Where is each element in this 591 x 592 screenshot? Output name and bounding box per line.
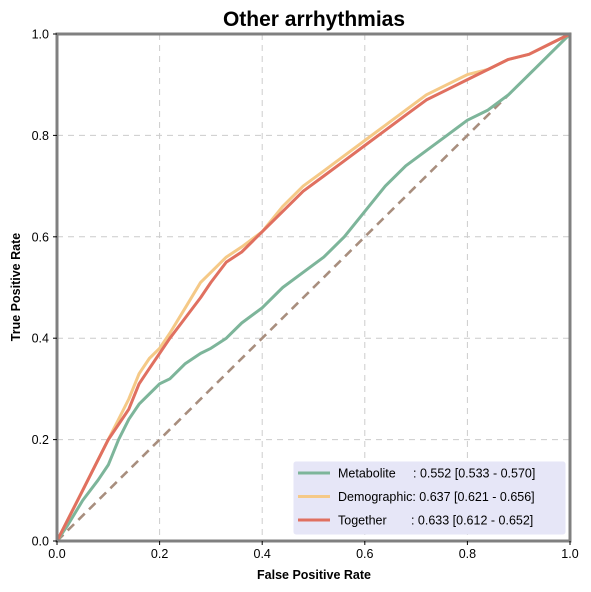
x-tick-label: 0.6 bbox=[356, 547, 373, 561]
y-tick-label: 0.4 bbox=[32, 332, 49, 346]
x-tick-label: 0.4 bbox=[254, 547, 271, 561]
series-line-demographic bbox=[55, 32, 572, 543]
x-tick-label: 0.0 bbox=[48, 547, 65, 561]
series-layer bbox=[55, 32, 572, 543]
y-tick-label: 0.8 bbox=[32, 129, 49, 143]
legend-entries: Metabolite : 0.552 [0.533 - 0.570] Demogr… bbox=[298, 467, 535, 528]
y-tick-label: 0.0 bbox=[32, 535, 49, 549]
legend-label-together: Together : 0.633 [0.612 - 0.652] bbox=[338, 514, 533, 528]
plot-frame bbox=[55, 32, 572, 543]
x-tick-label: 1.0 bbox=[561, 547, 578, 561]
x-tick-label: 0.8 bbox=[459, 547, 476, 561]
series-line-together bbox=[55, 32, 572, 543]
x-tick-label: 0.2 bbox=[151, 547, 168, 561]
y-tick-label: 1.0 bbox=[32, 28, 49, 42]
x-axis-label: False Positive Rate bbox=[257, 568, 371, 582]
grid bbox=[57, 34, 570, 541]
tick-layer: 0.00.0 0.2 0.2 0.4 0.4 0.6 0.6 0.8 0.8 1.0 1.0 bbox=[32, 28, 579, 562]
y-tick-label: 0.2 bbox=[32, 433, 49, 447]
legend: Metabolite : 0.552 [0.533 - 0.570] Demogr… bbox=[293, 461, 566, 535]
chart-title: Other arrhythmias bbox=[223, 8, 405, 31]
y-tick-label: 0.6 bbox=[32, 230, 49, 244]
legend-label-metabolite: Metabolite : 0.552 [0.533 - 0.570] bbox=[338, 467, 535, 481]
y-axis-label: True Positive Rate bbox=[9, 233, 23, 341]
series-line-metabolite bbox=[55, 32, 572, 543]
legend-label-demographic: Demographic: 0.637 [0.621 - 0.656] bbox=[338, 490, 535, 504]
reference-line-layer bbox=[56, 33, 571, 542]
chance-diagonal-line bbox=[56, 33, 571, 542]
legend-box bbox=[293, 461, 566, 535]
